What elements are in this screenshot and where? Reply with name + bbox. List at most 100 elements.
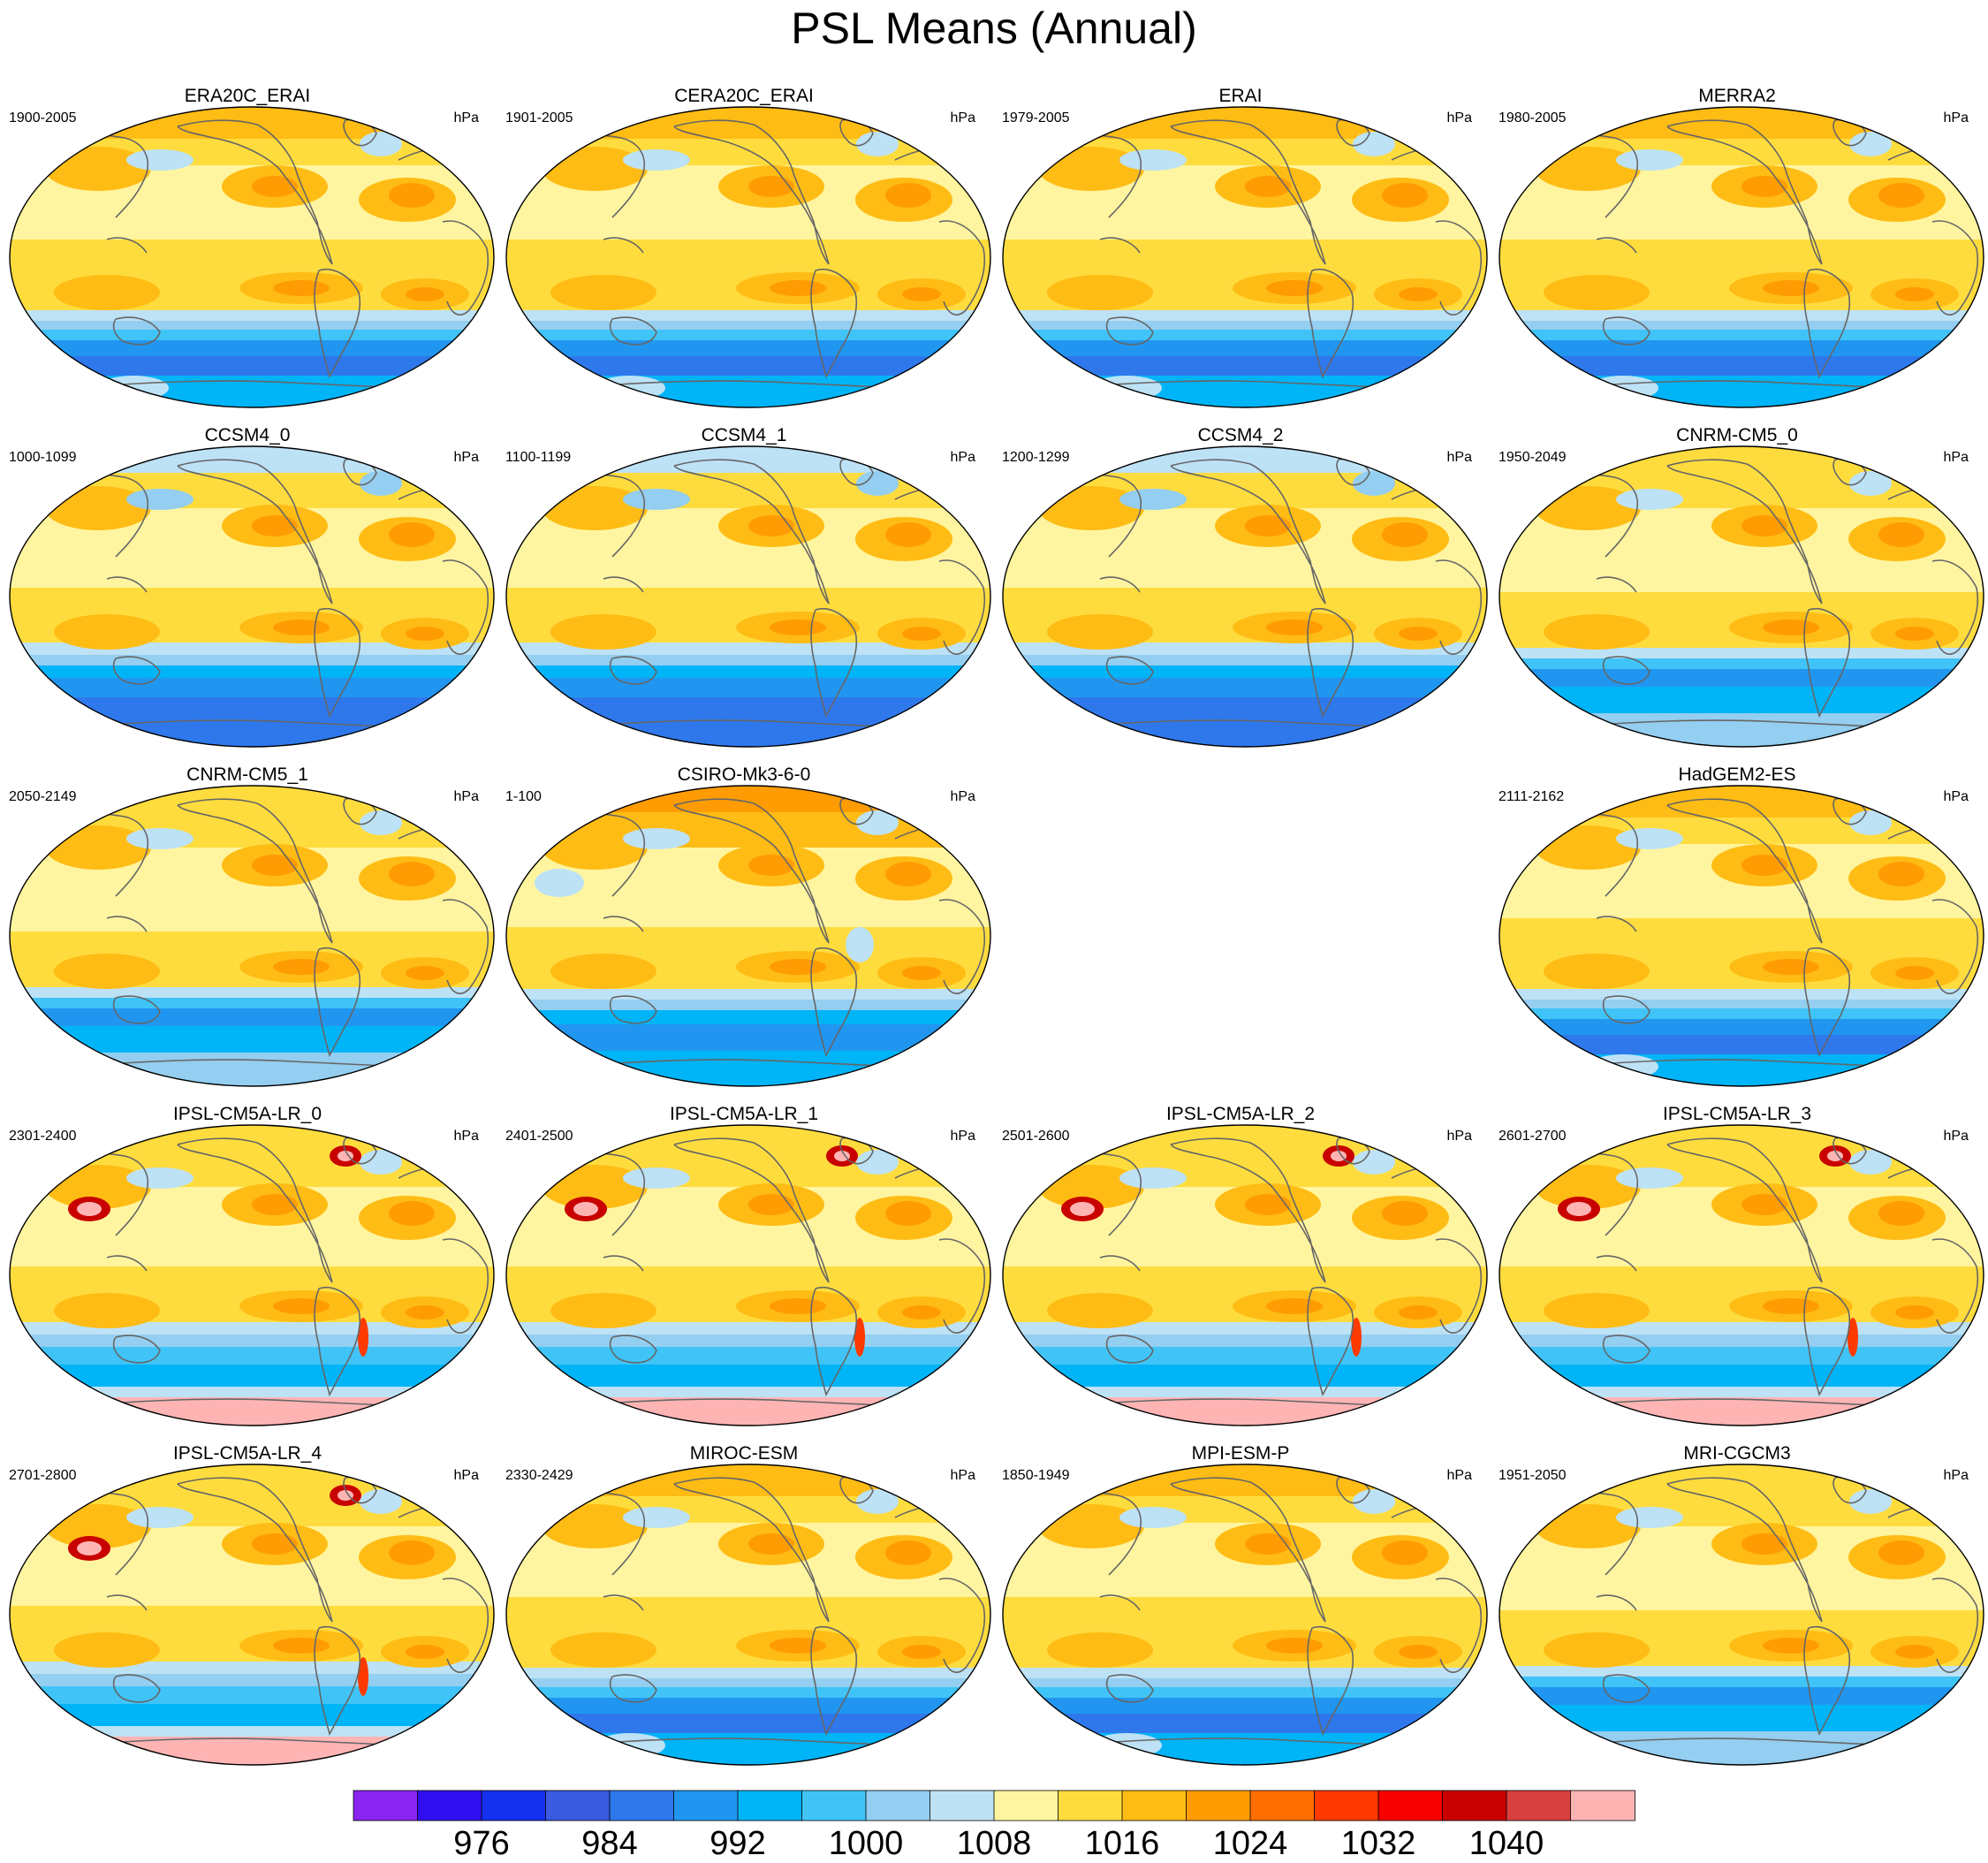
coastline bbox=[1803, 608, 1851, 719]
main-title: PSL Means (Annual) bbox=[791, 4, 1197, 53]
colorbar-label: 984 bbox=[581, 1825, 637, 1861]
coastline bbox=[1596, 237, 1650, 346]
contour-band bbox=[1499, 1666, 1984, 1677]
contour-band bbox=[1003, 1387, 1487, 1398]
coastline bbox=[1170, 1477, 1326, 1623]
map-plot bbox=[505, 106, 991, 408]
colorbar-swatch bbox=[865, 1790, 931, 1821]
map-panel: IPSL-CM5A-LR_1 2401-2500 hPa bbox=[497, 1103, 991, 1439]
coastline bbox=[1666, 798, 1823, 944]
coastline bbox=[1666, 1477, 1823, 1623]
pressure-field bbox=[10, 107, 494, 407]
colorbar-swatch bbox=[737, 1790, 803, 1821]
colorbar-label: 1040 bbox=[1469, 1825, 1544, 1861]
contour-band bbox=[506, 1335, 990, 1348]
panel-title: CNRM-CM5_1 bbox=[186, 764, 308, 785]
pressure-field bbox=[506, 1125, 990, 1426]
map-outline bbox=[9, 1464, 495, 1766]
panel-title: IPSL-CM5A-LR_0 bbox=[172, 1104, 322, 1124]
panel-units: hPa bbox=[453, 450, 479, 465]
panel-years: 1901-2005 bbox=[505, 110, 573, 125]
colorbar-swatch bbox=[801, 1790, 867, 1821]
contour-band bbox=[1003, 1347, 1487, 1365]
map-plot bbox=[1499, 106, 1984, 408]
contour-band bbox=[1499, 321, 1984, 331]
contour-band bbox=[1499, 687, 1984, 714]
contour-band bbox=[10, 1008, 494, 1027]
map-outline bbox=[1002, 1464, 1488, 1766]
contour-band bbox=[1003, 1125, 1487, 1161]
contour-band bbox=[1499, 989, 1984, 1000]
coastline bbox=[938, 1578, 986, 1673]
panel-title: CERA20C_ERAI bbox=[674, 86, 814, 106]
panel-years: 1100-1199 bbox=[505, 450, 572, 465]
map-panel: IPSL-CM5A-LR_0 2301-2400 hPa bbox=[0, 1103, 495, 1439]
colorbar-swatch bbox=[545, 1790, 611, 1821]
colorbar-swatch bbox=[1121, 1790, 1187, 1821]
pressure-field bbox=[506, 446, 990, 747]
contour-band bbox=[10, 697, 494, 747]
map-plot bbox=[1499, 1464, 1984, 1766]
panel-title: MRI-CGCM3 bbox=[1683, 1443, 1791, 1464]
contour-band bbox=[1003, 678, 1487, 698]
panel-years: 1-100 bbox=[505, 789, 542, 804]
contour-band bbox=[1003, 1397, 1487, 1426]
contour-band bbox=[10, 1026, 494, 1053]
contour-band bbox=[506, 1597, 990, 1638]
coastline bbox=[106, 576, 161, 685]
colorbar-swatch bbox=[353, 1790, 419, 1821]
colorbar-swatch bbox=[1058, 1790, 1123, 1821]
coastline bbox=[1931, 1238, 1979, 1334]
contour-band bbox=[1003, 321, 1487, 331]
colorbar-swatch bbox=[1506, 1790, 1572, 1821]
map-panel: CCSM4_0 1000-1099 hPa bbox=[0, 424, 495, 760]
coastline bbox=[442, 1238, 489, 1334]
contour-band bbox=[1003, 1335, 1487, 1348]
map-outline bbox=[9, 785, 495, 1087]
pressure-field bbox=[506, 1464, 990, 1765]
coastline bbox=[177, 1137, 333, 1283]
pressure-field bbox=[1003, 446, 1487, 747]
contour-band bbox=[506, 989, 990, 1000]
pressure-field bbox=[1499, 446, 1984, 747]
contour-band bbox=[10, 1125, 494, 1161]
contour-band bbox=[10, 330, 494, 341]
pressure-field bbox=[10, 446, 494, 747]
map-plot bbox=[9, 1124, 495, 1426]
contour-band bbox=[506, 240, 990, 280]
contour-band bbox=[506, 1668, 990, 1679]
panel-units: hPa bbox=[453, 1129, 479, 1144]
colorbar-swatch bbox=[481, 1790, 547, 1821]
coastline bbox=[938, 559, 986, 655]
map-plot bbox=[505, 785, 991, 1087]
coastline bbox=[1099, 576, 1154, 685]
coastline bbox=[177, 1477, 333, 1623]
map-outline bbox=[9, 1124, 495, 1426]
colorbar-label: 1024 bbox=[1213, 1825, 1288, 1861]
map-outline bbox=[1499, 1464, 1984, 1766]
panel-units: hPa bbox=[1446, 450, 1472, 465]
panel-years: 1980-2005 bbox=[1499, 110, 1567, 125]
coastline bbox=[1666, 119, 1823, 265]
panel-units: hPa bbox=[950, 1129, 975, 1144]
map-outline bbox=[9, 106, 495, 408]
coastline bbox=[673, 119, 830, 265]
panel-years: 2501-2600 bbox=[1002, 1129, 1070, 1144]
contour-band bbox=[1003, 655, 1487, 666]
map-outline bbox=[505, 445, 991, 748]
colorbar-label: 1032 bbox=[1341, 1825, 1416, 1861]
map-panel: IPSL-CM5A-LR_2 2501-2600 hPa bbox=[993, 1103, 1488, 1439]
contour-band bbox=[506, 665, 990, 679]
contour-band bbox=[1003, 1714, 1487, 1734]
contour-band bbox=[506, 1000, 990, 1011]
contour-band bbox=[1003, 330, 1487, 341]
map-panel: CCSM4_1 1100-1199 hPa bbox=[497, 424, 991, 760]
contour-band bbox=[10, 1053, 494, 1086]
contour-band bbox=[10, 1347, 494, 1365]
coastline bbox=[810, 947, 858, 1058]
coastline bbox=[314, 269, 361, 379]
coastline bbox=[1435, 1578, 1483, 1673]
panel-title: CSIRO-Mk3-6-0 bbox=[677, 764, 811, 785]
coastline bbox=[1596, 576, 1650, 685]
panel-years: 1950-2049 bbox=[1499, 450, 1567, 465]
